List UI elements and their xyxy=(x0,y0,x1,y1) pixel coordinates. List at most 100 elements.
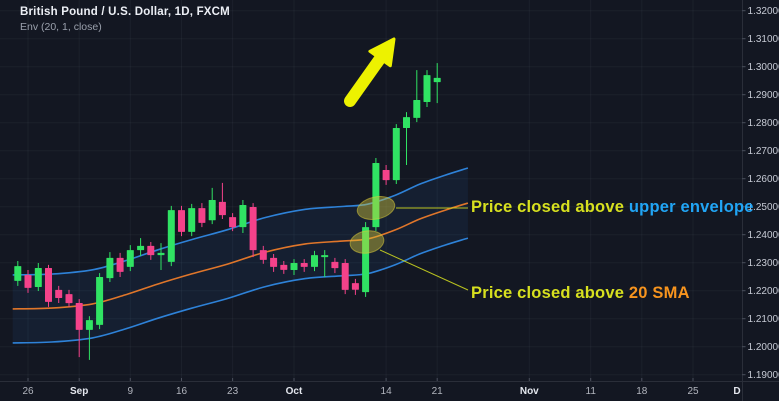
candle-body xyxy=(229,217,237,228)
up-arrow-shaft[interactable] xyxy=(344,50,388,107)
candle-body xyxy=(178,210,185,232)
price-label: 1.29000 xyxy=(748,90,779,101)
candle xyxy=(106,252,114,282)
annotation-20sma[interactable]: Price closed above 20 SMA xyxy=(471,284,690,303)
candle xyxy=(311,250,318,272)
callout-line[interactable] xyxy=(379,249,469,291)
candle xyxy=(270,254,278,272)
candle-body xyxy=(433,77,441,83)
candle xyxy=(75,299,83,358)
candle xyxy=(34,263,42,291)
price-label: 1.27000 xyxy=(748,146,779,157)
time-label: 25 xyxy=(687,386,699,397)
candle xyxy=(65,289,73,307)
candle-body xyxy=(96,277,104,325)
time-label: 18 xyxy=(636,386,648,397)
annotation-upper-prefix: Price closed above xyxy=(471,198,629,216)
price-label: 1.28000 xyxy=(748,118,779,129)
candle xyxy=(392,124,400,184)
time-label: D xyxy=(733,386,740,397)
candle-body xyxy=(137,245,145,251)
candle-body xyxy=(14,266,22,281)
candle-body xyxy=(116,257,124,272)
price-label: 1.25000 xyxy=(748,202,779,213)
symbol-title[interactable]: British Pound / U.S. Dollar, 1D, FXCM xyxy=(20,6,230,18)
candle-body xyxy=(147,245,155,256)
time-label: Oct xyxy=(286,386,303,397)
drawings-layer xyxy=(344,37,469,291)
time-label: 23 xyxy=(227,386,239,397)
time-label: 21 xyxy=(432,386,444,397)
annotation-sma-highlight: 20 SMA xyxy=(628,284,690,302)
candle-body xyxy=(126,250,134,267)
candle xyxy=(167,205,175,267)
candle xyxy=(351,278,359,295)
candle xyxy=(229,213,237,232)
candle xyxy=(147,242,155,260)
candle xyxy=(45,264,52,307)
candle-body xyxy=(270,257,278,267)
candle xyxy=(362,222,370,297)
candle-body xyxy=(331,261,339,269)
time-label: Nov xyxy=(520,386,539,397)
candle xyxy=(24,270,32,293)
time-label: 14 xyxy=(381,386,393,397)
envelope-band xyxy=(12,168,468,343)
price-label: 1.21000 xyxy=(748,314,779,325)
candle xyxy=(341,259,349,295)
candle-body xyxy=(75,303,83,330)
time-axis[interactable]: 26 Sep 9 16 23 Oct 14 21 Nov 11 18 25 D xyxy=(22,378,741,397)
candle xyxy=(137,238,145,256)
grid-layer xyxy=(0,0,742,381)
candle-body xyxy=(34,268,42,287)
candle xyxy=(423,70,431,107)
candle xyxy=(96,273,104,330)
candle-body xyxy=(382,170,390,181)
candle-body xyxy=(351,283,359,290)
candle-body xyxy=(341,263,349,290)
candle xyxy=(372,158,380,232)
candle-body xyxy=(198,208,206,223)
up-arrow-head[interactable] xyxy=(368,37,396,68)
candle-body xyxy=(24,275,32,288)
candle-body xyxy=(218,201,226,216)
upper-envelope-line xyxy=(12,167,469,276)
highlight-ellipse[interactable] xyxy=(348,228,385,256)
candle-body xyxy=(157,252,165,256)
candle xyxy=(126,245,134,272)
symbol-legend[interactable]: British Pound / U.S. Dollar, 1D, FXCM En… xyxy=(20,5,230,35)
candle xyxy=(300,259,308,272)
candle xyxy=(55,285,63,303)
candle-body xyxy=(280,264,288,270)
candle xyxy=(178,205,185,237)
price-label: 1.22000 xyxy=(748,286,779,297)
time-label: Sep xyxy=(70,386,88,397)
price-label: 1.24000 xyxy=(748,230,779,241)
price-label: 1.26000 xyxy=(748,174,779,185)
candle xyxy=(198,203,206,228)
price-label: 1.32000 xyxy=(748,6,779,17)
time-label: 9 xyxy=(128,386,134,397)
candle xyxy=(290,259,298,275)
candle xyxy=(218,182,226,219)
candle xyxy=(382,165,390,185)
candle-body xyxy=(259,250,267,260)
indicator-label[interactable]: Env (20, 1, close) xyxy=(20,21,102,34)
candle-body xyxy=(290,263,298,270)
candle xyxy=(85,316,93,360)
candle xyxy=(321,250,329,277)
candle xyxy=(188,203,196,237)
candle xyxy=(14,261,22,286)
time-label: 26 xyxy=(22,386,34,397)
price-axis[interactable]: 1.32000 1.31000 1.30000 1.29000 1.28000 1.270… xyxy=(742,6,779,381)
candle-body xyxy=(55,289,63,298)
candle xyxy=(433,63,441,104)
candle-body xyxy=(362,227,370,293)
time-label: 16 xyxy=(176,386,188,397)
candle-body xyxy=(208,200,216,221)
annotation-upper-highlight: upper envelope xyxy=(628,198,754,216)
annotation-upper-envelope[interactable]: Price closed above upper envelope xyxy=(471,198,754,217)
highlight-ellipse[interactable] xyxy=(355,193,397,222)
